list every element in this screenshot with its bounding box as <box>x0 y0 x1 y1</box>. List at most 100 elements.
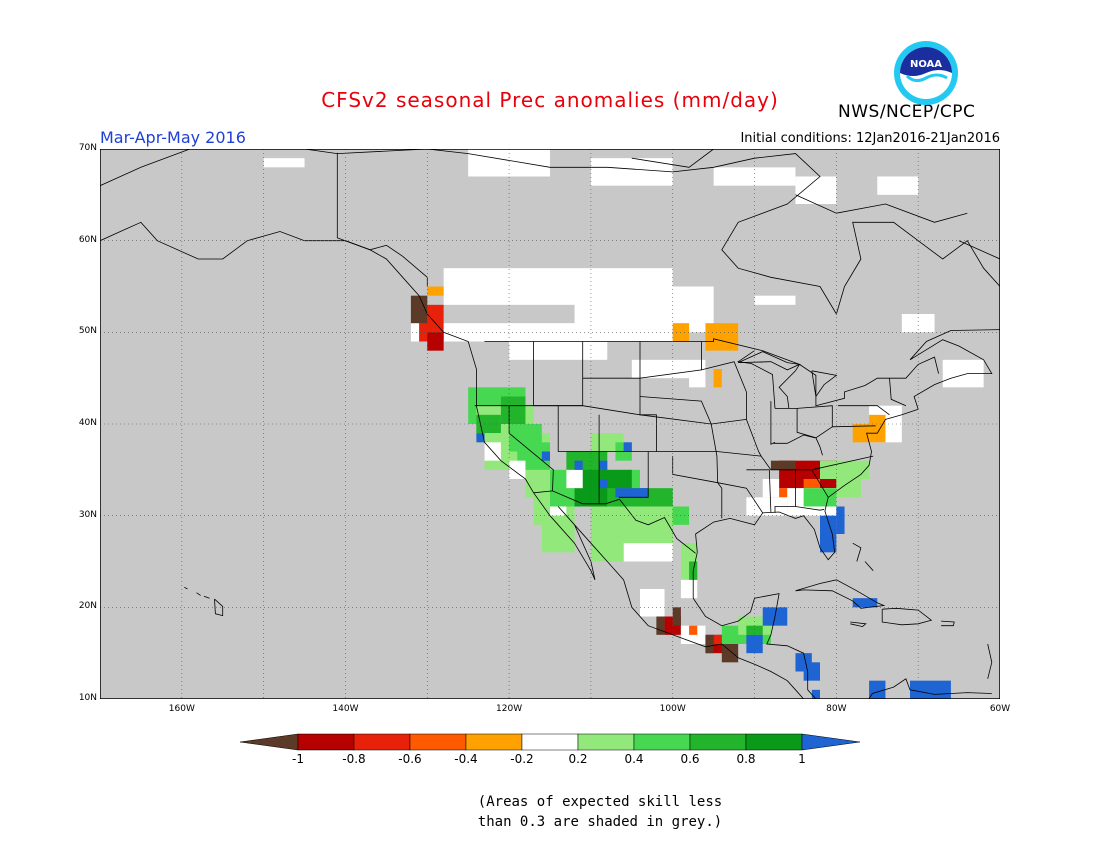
coastline-segment <box>184 586 188 590</box>
initial-conditions: Initial conditions: 12Jan2016-21Jan2016 <box>740 131 1000 146</box>
coastline-segment <box>958 240 1000 260</box>
colorbar-tick-label: -0.8 <box>342 752 366 766</box>
coastline-segment <box>557 405 762 457</box>
anomaly-patch <box>770 460 796 470</box>
anomaly-patch <box>615 488 649 498</box>
anomaly-patch <box>599 460 608 470</box>
lat-label: 10N <box>78 693 97 703</box>
anomaly-patch <box>509 341 608 360</box>
anomaly-patch <box>541 515 575 553</box>
coastline-segment <box>100 149 1000 315</box>
coastline-segment <box>889 378 907 407</box>
coastline-segment <box>738 351 801 371</box>
anomaly-patch <box>410 323 673 342</box>
coastline-segment <box>941 620 955 627</box>
coastline-segment <box>214 598 224 617</box>
colorbar-tick-label: -0.4 <box>454 752 478 766</box>
anomaly-patch <box>410 295 428 324</box>
chart-title: CFSv2 seasonal Prec anomalies (mm/day) <box>321 88 779 112</box>
anomaly-patch <box>427 332 444 351</box>
coastline-segment <box>795 579 886 609</box>
coastline-segment <box>795 194 968 223</box>
anomaly-patch <box>746 625 763 635</box>
anomaly-patch <box>680 579 698 599</box>
anomaly-patch <box>820 460 870 479</box>
anomaly-patch <box>762 479 780 498</box>
colorbar-segment <box>577 733 635 751</box>
colorbar-segment <box>353 733 411 751</box>
anomaly-patch <box>640 488 649 498</box>
lat-label: 70N <box>78 143 97 153</box>
coastline-segment <box>795 506 825 511</box>
colorbar-segment <box>633 733 691 751</box>
colorbar-tick-label: -1 <box>292 752 304 766</box>
agency-label: NWS/NCEP/CPC <box>838 102 976 122</box>
colorbar-segment <box>409 733 467 751</box>
coastline-segment <box>796 408 833 439</box>
coastline-segment <box>775 405 876 428</box>
anomaly-patch <box>689 625 698 635</box>
coastline-segment <box>811 370 838 398</box>
anomaly-patch <box>795 176 837 204</box>
footnote: (Areas of expected skill less than 0.3 a… <box>400 792 800 832</box>
coastline-segment <box>484 338 939 407</box>
anomaly-patch <box>550 506 567 516</box>
anomaly-patch <box>721 644 739 663</box>
anomaly-patch <box>541 451 550 461</box>
coastline-segment <box>987 643 993 679</box>
anomaly-patch <box>263 158 305 168</box>
colorbar-segment <box>689 733 747 751</box>
lat-label: 20N <box>78 601 97 612</box>
coastline-segment <box>582 377 657 452</box>
anomaly-patch <box>640 589 665 617</box>
lon-label: 80W <box>826 704 847 714</box>
anomaly-patch <box>590 158 673 186</box>
anomaly-patch <box>599 479 608 489</box>
anomaly-patch <box>836 479 861 498</box>
lat-label: 30N <box>78 509 97 520</box>
anomaly-patch <box>803 488 837 507</box>
anomaly-patch <box>820 524 829 544</box>
coastline-segment <box>639 341 702 379</box>
colorbar-tick-label: -0.2 <box>510 752 534 766</box>
colorbar-tick-label: 0.6 <box>680 752 700 766</box>
lat-label: 50N <box>78 326 97 337</box>
coastline-segment <box>864 561 874 571</box>
colorbar-tick-label: -0.6 <box>398 752 422 766</box>
coastline-segment <box>778 364 800 409</box>
lon-label: 140W <box>332 704 359 714</box>
anomaly-patch <box>910 680 951 699</box>
coastline-segment <box>701 361 874 471</box>
anomaly-patch <box>713 369 722 388</box>
coastline-segment <box>773 434 816 444</box>
lon-label: 160W <box>168 704 195 714</box>
precipitation-map <box>100 149 1000 699</box>
anomaly-patch <box>713 634 722 644</box>
anomaly-patch <box>746 497 788 516</box>
coastline-segment <box>508 405 554 491</box>
anomaly-patch <box>623 543 673 562</box>
lon-label: 60W <box>989 704 1011 714</box>
coastlines <box>100 149 1000 699</box>
lon-label: 100W <box>659 704 686 714</box>
coastline-segment <box>838 405 890 416</box>
anomaly-patch <box>623 442 632 452</box>
coastline-segment <box>672 456 764 514</box>
coastline-segment <box>100 221 804 699</box>
anomaly-patch <box>590 543 624 562</box>
anomaly-patch <box>869 680 886 699</box>
anomaly-patch <box>746 634 763 654</box>
anomaly-patch <box>754 295 796 305</box>
anomaly-patch <box>689 359 706 388</box>
forecast-period: Mar-Apr-May 2016 <box>100 128 246 147</box>
coastline-segment <box>881 607 933 626</box>
anomaly-patch <box>672 607 681 626</box>
coastline-segment <box>746 469 772 513</box>
footnote-line-1: (Areas of expected skill less <box>477 794 723 810</box>
anomaly-patch <box>476 433 485 443</box>
anomaly-patch <box>705 634 714 654</box>
logo-text: NOAA <box>910 59 942 70</box>
colorbar-segment <box>297 733 355 751</box>
coastline-segment <box>868 678 992 699</box>
colorbar-tick-label: 0.8 <box>736 752 756 766</box>
